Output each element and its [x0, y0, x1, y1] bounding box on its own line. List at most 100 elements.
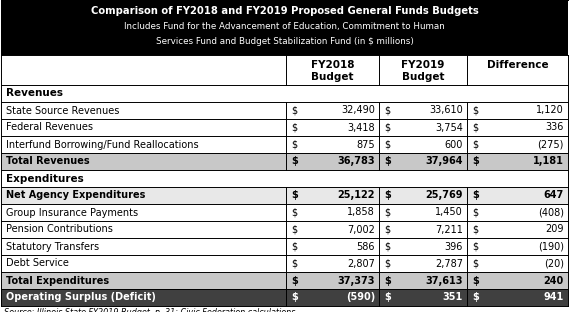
Text: Revenues: Revenues	[6, 89, 63, 99]
Bar	[1, 102, 568, 119]
Text: Total Expenditures: Total Expenditures	[6, 275, 109, 285]
Bar	[1, 221, 568, 238]
Bar	[1, 153, 568, 170]
Text: Total Revenues: Total Revenues	[6, 157, 90, 167]
Text: $: $	[291, 225, 297, 235]
Text: $: $	[472, 241, 478, 251]
Bar	[1, 255, 568, 272]
Text: FY2019: FY2019	[401, 61, 445, 71]
Text: 2,807: 2,807	[347, 259, 375, 269]
Text: Budget: Budget	[402, 71, 444, 82]
Text: $: $	[472, 207, 478, 217]
Text: Comparison of FY2018 and FY2019 Proposed General Funds Budgets: Comparison of FY2018 and FY2019 Proposed…	[90, 6, 479, 16]
Bar	[1, 204, 568, 221]
Text: Services Fund and Budget Stabilization Fund (in $ millions): Services Fund and Budget Stabilization F…	[155, 37, 414, 46]
Text: $: $	[472, 259, 478, 269]
Text: Difference: Difference	[486, 61, 549, 71]
Text: 336: 336	[546, 123, 564, 133]
Text: 240: 240	[544, 275, 564, 285]
Text: $: $	[384, 259, 390, 269]
Text: 36,783: 36,783	[337, 157, 375, 167]
Text: $: $	[291, 123, 297, 133]
Text: (190): (190)	[538, 241, 564, 251]
Bar	[1, 289, 568, 306]
Text: Interfund Borrowing/Fund Reallocations: Interfund Borrowing/Fund Reallocations	[6, 139, 199, 149]
Text: State Source Revenues: State Source Revenues	[6, 105, 119, 115]
Text: 7,002: 7,002	[347, 225, 375, 235]
Text: 32,490: 32,490	[341, 105, 375, 115]
Text: 37,373: 37,373	[337, 275, 375, 285]
Text: $: $	[384, 191, 391, 201]
Text: 586: 586	[357, 241, 375, 251]
Text: 875: 875	[356, 139, 375, 149]
Bar	[1, 170, 568, 187]
Text: Pension Contributions: Pension Contributions	[6, 225, 113, 235]
Text: 37,613: 37,613	[426, 275, 463, 285]
Text: 600: 600	[444, 139, 463, 149]
Text: Budget: Budget	[311, 71, 354, 82]
Text: 1,858: 1,858	[347, 207, 375, 217]
Text: $: $	[291, 207, 297, 217]
Text: $: $	[291, 259, 297, 269]
Bar	[1, 55, 568, 85]
Bar	[1, 0, 568, 55]
Text: $: $	[472, 123, 478, 133]
Text: 941: 941	[544, 293, 564, 303]
Text: $: $	[472, 157, 479, 167]
Text: $: $	[291, 241, 297, 251]
Text: $: $	[291, 139, 297, 149]
Text: 3,418: 3,418	[348, 123, 375, 133]
Text: $: $	[291, 105, 297, 115]
Text: $: $	[384, 123, 390, 133]
Text: Operating Surplus (Deficit): Operating Surplus (Deficit)	[6, 293, 156, 303]
Text: $: $	[472, 225, 478, 235]
Text: 33,610: 33,610	[429, 105, 463, 115]
Text: 37,964: 37,964	[426, 157, 463, 167]
Text: Includes Fund for the Advancement of Education, Commitment to Human: Includes Fund for the Advancement of Edu…	[124, 22, 445, 32]
Text: $: $	[472, 105, 478, 115]
Bar	[1, 272, 568, 289]
Text: $: $	[291, 157, 298, 167]
Text: FY2018: FY2018	[311, 61, 354, 71]
Text: 25,122: 25,122	[337, 191, 375, 201]
Text: $: $	[472, 191, 479, 201]
Text: 1,120: 1,120	[536, 105, 564, 115]
Text: (590): (590)	[346, 293, 375, 303]
Text: 209: 209	[546, 225, 564, 235]
Bar	[1, 238, 568, 255]
Text: 396: 396	[444, 241, 463, 251]
Text: (408): (408)	[538, 207, 564, 217]
Text: (275): (275)	[538, 139, 564, 149]
Text: $: $	[291, 191, 298, 201]
Text: $: $	[384, 275, 391, 285]
Text: $: $	[472, 293, 479, 303]
Text: 351: 351	[443, 293, 463, 303]
Text: $: $	[384, 207, 390, 217]
Text: Net Agency Expenditures: Net Agency Expenditures	[6, 191, 145, 201]
Text: $: $	[472, 275, 479, 285]
Text: 1,181: 1,181	[533, 157, 564, 167]
Text: $: $	[384, 157, 391, 167]
Bar	[1, 187, 568, 204]
Text: 647: 647	[544, 191, 564, 201]
Bar	[1, 136, 568, 153]
Text: $: $	[291, 293, 298, 303]
Bar	[1, 119, 568, 136]
Text: $: $	[291, 275, 298, 285]
Text: 1,450: 1,450	[435, 207, 463, 217]
Text: Group Insurance Payments: Group Insurance Payments	[6, 207, 138, 217]
Bar	[1, 85, 568, 102]
Text: 25,769: 25,769	[426, 191, 463, 201]
Text: $: $	[384, 241, 390, 251]
Text: Debt Service: Debt Service	[6, 259, 69, 269]
Text: 7,211: 7,211	[435, 225, 463, 235]
Text: Expenditures: Expenditures	[6, 173, 84, 183]
Text: 2,787: 2,787	[435, 259, 463, 269]
Text: $: $	[384, 139, 390, 149]
Text: Source: Illinois State FY2019 Budget, p. 31; Civic Federation calculations.: Source: Illinois State FY2019 Budget, p.…	[4, 308, 298, 312]
Text: (20): (20)	[544, 259, 564, 269]
Text: 3,754: 3,754	[435, 123, 463, 133]
Text: Statutory Transfers: Statutory Transfers	[6, 241, 99, 251]
Text: $: $	[384, 105, 390, 115]
Text: $: $	[472, 139, 478, 149]
